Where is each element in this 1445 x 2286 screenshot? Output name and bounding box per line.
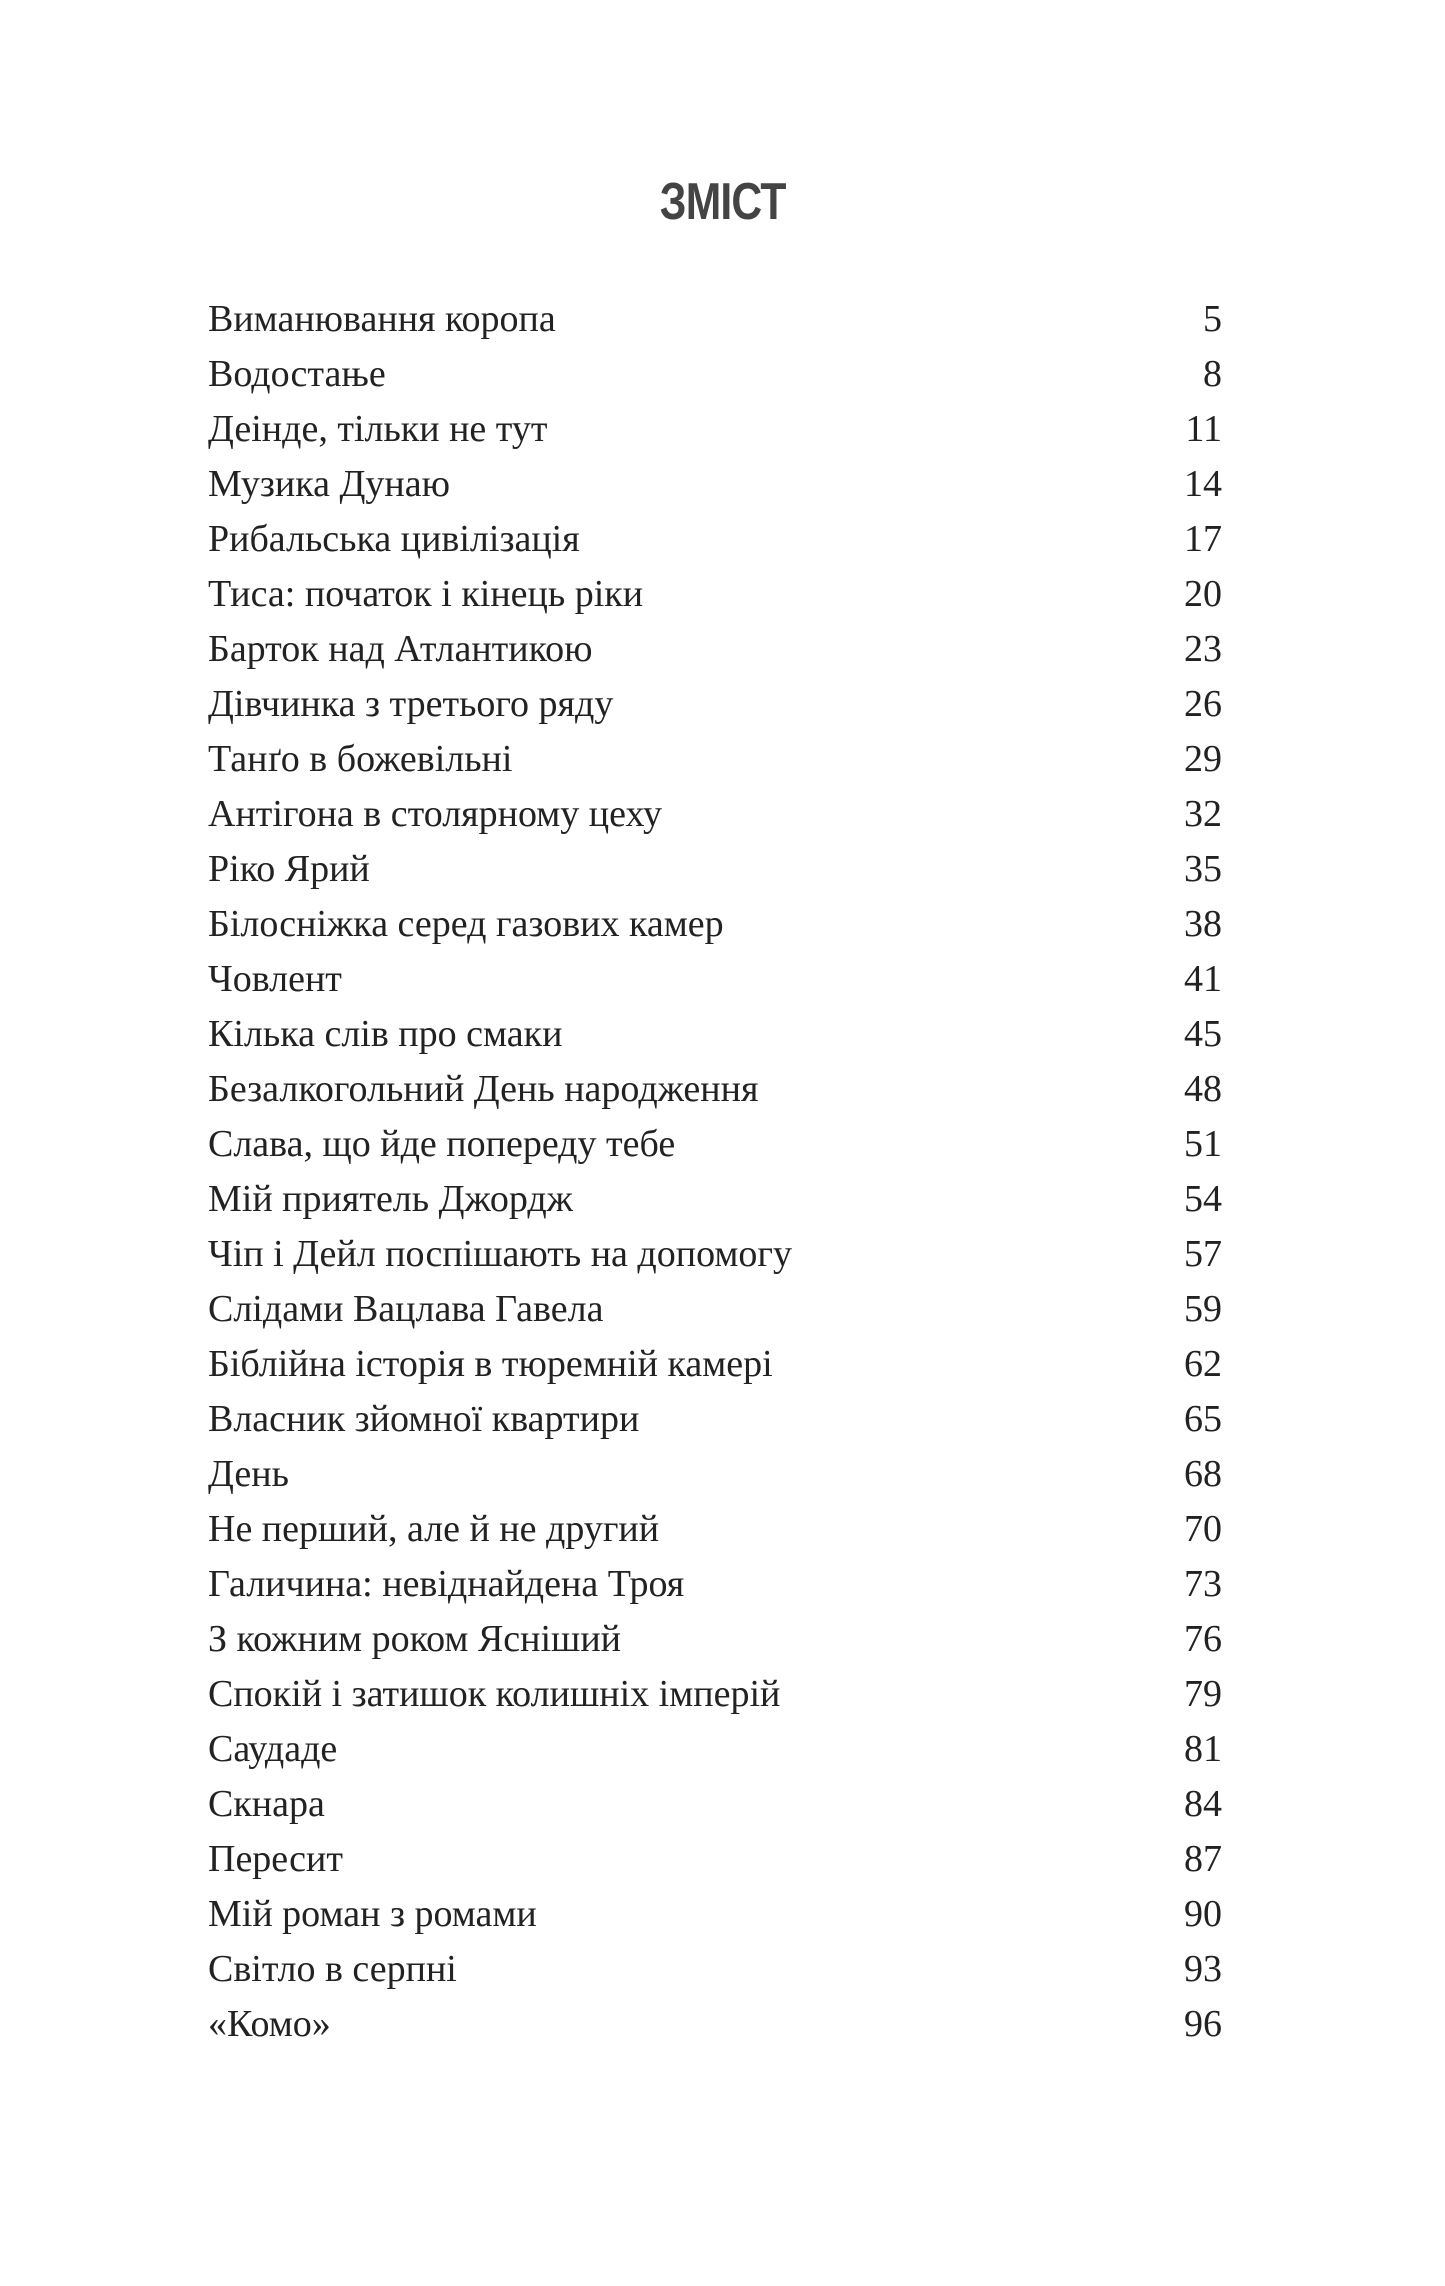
toc-entry-page: 70	[1184, 1508, 1222, 1550]
toc-entry-title: Тиса: початок і кінець ріки	[208, 573, 644, 615]
toc-entry-page: 51	[1184, 1123, 1222, 1165]
toc-entry-page: 65	[1184, 1398, 1222, 1440]
toc-entry: Чіп і Дейл поспішають на допомогу 57	[208, 1227, 1222, 1282]
toc-entry: Кілька слів про смаки 45	[208, 1007, 1222, 1062]
toc-entry-title: Не перший, але й не другий	[208, 1508, 660, 1550]
toc-entry-title: Білосніжка серед газових камер	[208, 903, 724, 945]
toc-entry: Світло в серпні 93	[208, 1942, 1222, 1997]
toc-entry-page: 17	[1184, 518, 1222, 560]
toc-entry-page: 96	[1184, 2003, 1222, 2045]
toc-entry-title: «Комо»	[208, 2003, 331, 2045]
page-title-text: ЗМІСТ	[659, 173, 787, 231]
toc-entry-title: Світло в серпні	[208, 1948, 457, 1990]
toc-entry: Білосніжка серед газових камер 38	[208, 897, 1222, 952]
toc-entry-title: Рибальська цивілізація	[208, 518, 580, 560]
toc-entry-page: 29	[1184, 738, 1222, 780]
toc-entry: Музика Дунаю 14	[208, 457, 1222, 512]
toc-entry: День 68	[208, 1447, 1222, 1502]
toc-entry: Водостање 8	[208, 347, 1222, 402]
toc-entry: Слава, що йде попереду тебе 51	[208, 1117, 1222, 1172]
toc-entry-page: 79	[1184, 1673, 1222, 1715]
toc-entry-title: Мій приятель Джордж	[208, 1178, 573, 1220]
toc-entry-page: 8	[1203, 353, 1222, 395]
toc-entry-page: 57	[1184, 1233, 1222, 1275]
toc-entry: Танґо в божевільні 29	[208, 732, 1222, 787]
toc-entry-page: 14	[1184, 463, 1222, 505]
toc-entry: Не перший, але й не другий 70	[208, 1502, 1222, 1557]
toc-entry: «Комо» 96	[208, 1997, 1222, 2052]
toc-entry-page: 41	[1184, 958, 1222, 1000]
toc-entry: Виманювання коропа 5	[208, 292, 1222, 347]
toc-entry: Спокій і затишок колишніх імперій 79	[208, 1667, 1222, 1722]
toc-entry-page: 26	[1184, 683, 1222, 725]
toc-entry: Тиса: початок і кінець ріки 20	[208, 567, 1222, 622]
toc-entry-title: Ріко Ярий	[208, 848, 370, 890]
toc-entry-title: Слідами Вацлава Гавела	[208, 1288, 604, 1330]
toc-entry: Мій роман з ромами 90	[208, 1887, 1222, 1942]
toc-entry-title: Музика Дунаю	[208, 463, 450, 505]
toc-entry-page: 62	[1184, 1343, 1222, 1385]
toc-entry-title: Безалкогольний День народження	[208, 1068, 759, 1110]
toc-entry-page: 45	[1184, 1013, 1222, 1055]
toc-entry-title: Біблійна історія в тюремній камері	[208, 1343, 773, 1385]
toc-entry-title: Танґо в божевільні	[208, 738, 513, 780]
table-of-contents: Виманювання коропа 5 Водостање 8 Деінде, тіл…	[208, 292, 1222, 2052]
toc-entry-page: 54	[1184, 1178, 1222, 1220]
toc-entry: Саудаде 81	[208, 1722, 1222, 1777]
toc-entry-page: 20	[1184, 573, 1222, 615]
toc-entry: Пересит 87	[208, 1832, 1222, 1887]
toc-entry-page: 90	[1184, 1893, 1222, 1935]
toc-entry-title: Човлент	[208, 958, 342, 1000]
toc-entry-page: 68	[1184, 1453, 1222, 1495]
toc-entry: Деінде, тільки не тут 11	[208, 402, 1222, 457]
toc-entry-page: 84	[1184, 1783, 1222, 1825]
toc-entry-title: Барток над Атлантикою	[208, 628, 593, 670]
toc-entry-title: Дівчинка з третього ряду	[208, 683, 614, 725]
toc-entry-page: 38	[1184, 903, 1222, 945]
toc-entry-page: 11	[1185, 408, 1222, 450]
page-title: ЗМІСТ	[0, 172, 1445, 232]
toc-entry-title: Виманювання коропа	[208, 298, 556, 340]
toc-entry-page: 23	[1184, 628, 1222, 670]
toc-entry-title: День	[208, 1453, 289, 1495]
toc-entry-page: 5	[1203, 298, 1222, 340]
toc-entry: З кожним роком Ясніший 76	[208, 1612, 1222, 1667]
toc-entry: Барток над Атлантикою 23	[208, 622, 1222, 677]
toc-entry-title: Чіп і Дейл поспішають на допомогу	[208, 1233, 792, 1275]
toc-entry-page: 93	[1184, 1948, 1222, 1990]
toc-entry: Антігона в столярному цеху 32	[208, 787, 1222, 842]
toc-entry: Безалкогольний День народження 48	[208, 1062, 1222, 1117]
toc-entry-page: 81	[1184, 1728, 1222, 1770]
toc-entry: Дівчинка з третього ряду 26	[208, 677, 1222, 732]
toc-entry-title: Власник зйомної квартири	[208, 1398, 640, 1440]
toc-entry-title: Слава, що йде попереду тебе	[208, 1123, 676, 1165]
toc-entry-title: Водостање	[208, 353, 386, 395]
toc-entry-page: 87	[1184, 1838, 1222, 1880]
toc-entry-page: 32	[1184, 793, 1222, 835]
toc-entry-title: Кілька слів про смаки	[208, 1013, 563, 1055]
toc-entry: Біблійна історія в тюремній камері 62	[208, 1337, 1222, 1392]
toc-entry: Човлент 41	[208, 952, 1222, 1007]
toc-entry: Мій приятель Джордж 54	[208, 1172, 1222, 1227]
toc-entry-page: 76	[1184, 1618, 1222, 1660]
toc-entry: Ріко Ярий 35	[208, 842, 1222, 897]
toc-entry-page: 48	[1184, 1068, 1222, 1110]
toc-entry-page: 73	[1184, 1563, 1222, 1605]
toc-entry-title: Саудаде	[208, 1728, 338, 1770]
toc-entry: Скнара 84	[208, 1777, 1222, 1832]
toc-entry: Власник зйомної квартири 65	[208, 1392, 1222, 1447]
toc-entry: Слідами Вацлава Гавела 59	[208, 1282, 1222, 1337]
toc-entry-title: Антігона в столярному цеху	[208, 793, 663, 835]
toc-entry-page: 59	[1184, 1288, 1222, 1330]
toc-entry-title: Деінде, тільки не тут	[208, 408, 548, 450]
toc-entry-page: 35	[1184, 848, 1222, 890]
toc-entry-title: Галичина: невіднайдена Троя	[208, 1563, 685, 1605]
toc-entry-title: З кожним роком Ясніший	[208, 1618, 621, 1660]
toc-entry-title: Мій роман з ромами	[208, 1893, 537, 1935]
toc-entry-title: Спокій і затишок колишніх імперій	[208, 1673, 781, 1715]
toc-entry: Галичина: невіднайдена Троя 73	[208, 1557, 1222, 1612]
toc-entry: Рибальська цивілізація 17	[208, 512, 1222, 567]
toc-entry-title: Пересит	[208, 1838, 343, 1880]
toc-entry-title: Скнара	[208, 1783, 325, 1825]
